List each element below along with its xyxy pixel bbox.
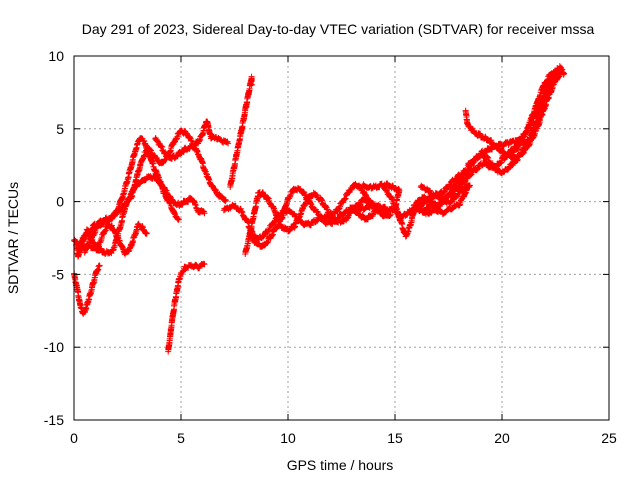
x-tick-label: 0 — [70, 430, 78, 446]
y-axis-title: SDTVAR / TECUs — [5, 182, 21, 294]
data-point-markers — [165, 260, 208, 355]
series-track-4 — [152, 118, 232, 163]
x-tick-label: 25 — [601, 430, 617, 446]
series-track-7 — [227, 73, 255, 190]
data-point-markers — [347, 180, 403, 215]
y-tick-label: 0 — [56, 194, 64, 210]
axis-ticks: 0 5 10 15 20 25 -15 -10 -5 0 5 10 — [44, 48, 617, 446]
x-axis-title: GPS time / hours — [287, 457, 394, 473]
y-tick-label: -5 — [52, 266, 65, 282]
series-track-2 — [81, 135, 182, 256]
y-tick-label: -10 — [44, 339, 64, 355]
series-track-19 — [73, 220, 150, 260]
data-point-markers — [81, 135, 182, 256]
y-tick-label: 5 — [56, 121, 64, 137]
data-point-markers — [499, 63, 568, 161]
series-track-17 — [499, 63, 568, 161]
series-track-10 — [246, 185, 381, 250]
x-tick-label: 5 — [177, 430, 185, 446]
grid-lines — [74, 56, 609, 420]
data-point-markers — [246, 185, 381, 250]
data-points — [71, 63, 568, 355]
plot-frame — [73, 55, 610, 421]
series-track-6 — [165, 260, 208, 355]
x-tick-label: 20 — [494, 430, 510, 446]
data-point-markers — [73, 220, 150, 260]
data-point-markers — [227, 73, 255, 190]
x-tick-label: 15 — [387, 430, 403, 446]
data-point-markers — [413, 181, 473, 217]
series-track-18 — [347, 180, 403, 215]
chart-title: Day 291 of 2023, Sidereal Day-to-day VTE… — [82, 21, 595, 37]
data-point-markers — [152, 118, 232, 163]
y-tick-label: -15 — [44, 412, 64, 428]
series-track-16 — [413, 181, 473, 217]
x-tick-label: 10 — [280, 430, 296, 446]
y-tick-label: 10 — [48, 48, 64, 64]
